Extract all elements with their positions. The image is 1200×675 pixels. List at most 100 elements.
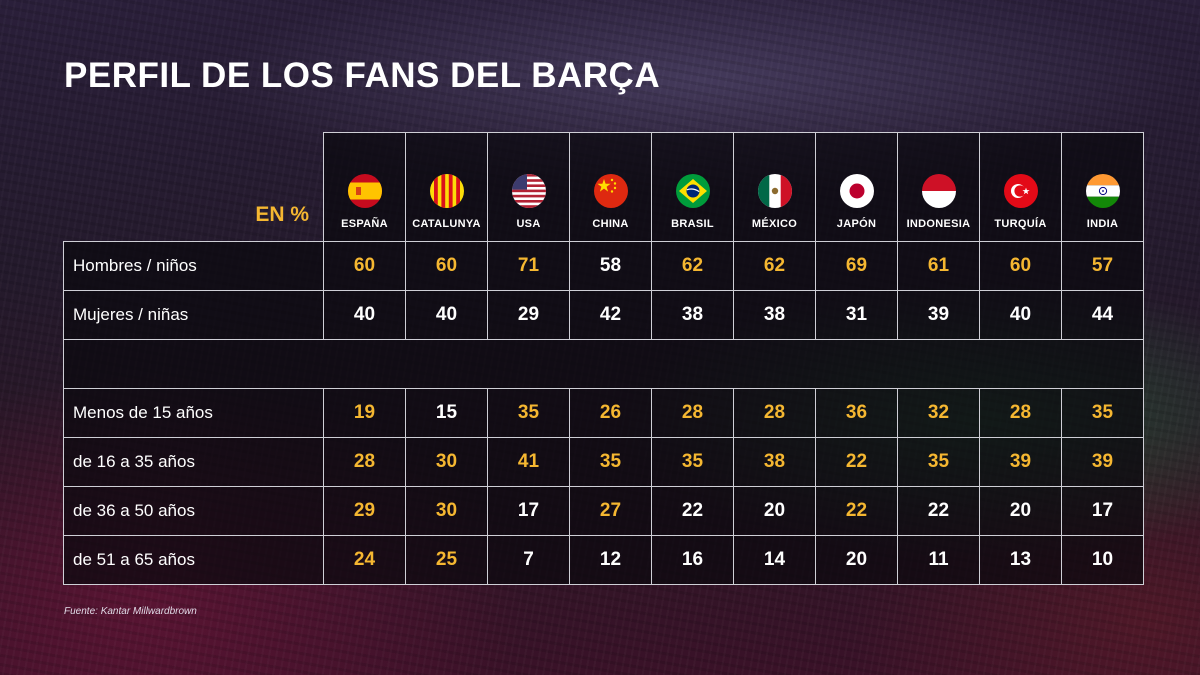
data-cell: 28 [733, 387, 816, 438]
data-cell: 13 [979, 534, 1062, 585]
data-cell: 29 [323, 485, 406, 536]
column-header-label: MÉXICO [751, 217, 798, 230]
spain-flag-icon [347, 173, 382, 208]
data-cell: 19 [323, 387, 406, 438]
data-cell: 22 [897, 485, 980, 536]
china-flag-icon [593, 173, 628, 208]
column-header-label: INDIA [1086, 217, 1119, 230]
data-cell: 20 [733, 485, 816, 536]
data-cell: 10 [1061, 534, 1144, 585]
data-cell: 57 [1061, 240, 1144, 291]
data-cell: 38 [651, 289, 734, 340]
data-cell: 28 [323, 436, 406, 487]
column-header: INDIA [1061, 132, 1144, 241]
data-cell: 32 [897, 387, 980, 438]
column-header: INDONESIA [897, 132, 980, 241]
table-body: Hombres / niños 60 60 71 58 62 62 69 61 60 57 Mujer… [63, 240, 1144, 585]
indonesia-flag-icon [921, 173, 956, 208]
row-label: Mujeres / niñas [63, 289, 324, 340]
row-label: Menos de 15 años [63, 387, 324, 438]
table-row: Mujeres / niñas 40 40 29 42 38 38 31 39 40 44 [63, 289, 1144, 340]
table-row: de 36 a 50 años 29 30 17 27 22 20 22 22 20 17 [63, 485, 1144, 536]
column-header-label: USA [516, 217, 541, 230]
data-cell: 40 [405, 289, 488, 340]
data-cell: 20 [815, 534, 898, 585]
data-cell: 35 [651, 436, 734, 487]
data-cell: 15 [405, 387, 488, 438]
column-header: CHINA [569, 132, 652, 241]
column-header-label: CHINA [592, 217, 629, 230]
mexico-flag-icon [757, 173, 792, 208]
column-header: BRASIL [651, 132, 734, 241]
data-cell: 30 [405, 436, 488, 487]
group-spacer-cell [63, 339, 1144, 388]
data-cell: 60 [979, 240, 1062, 291]
table-row: Menos de 15 años 19 15 35 26 28 28 36 32 28 35 [63, 387, 1144, 438]
data-cell: 39 [897, 289, 980, 340]
column-header-label: TURQUÍA [994, 217, 1047, 230]
data-cell: 12 [569, 534, 652, 585]
page-title: PERFIL DE LOS FANS DEL BARÇA [64, 56, 661, 95]
data-cell: 35 [569, 436, 652, 487]
data-cell: 35 [897, 436, 980, 487]
data-cell: 41 [487, 436, 570, 487]
data-cell: 22 [815, 436, 898, 487]
data-cell: 7 [487, 534, 570, 585]
data-cell: 27 [569, 485, 652, 536]
data-cell: 40 [323, 289, 406, 340]
table-row: Hombres / niños 60 60 71 58 62 62 69 61 60 57 [63, 240, 1144, 291]
usa-flag-icon [511, 173, 546, 208]
data-cell: 61 [897, 240, 980, 291]
column-header-label: INDONESIA [906, 217, 971, 230]
column-header: CATALUNYA [405, 132, 488, 241]
data-cell: 28 [979, 387, 1062, 438]
data-cell: 22 [815, 485, 898, 536]
data-cell: 39 [979, 436, 1062, 487]
turkey-flag-icon [1003, 173, 1038, 208]
row-label: de 16 a 35 años [63, 436, 324, 487]
data-cell: 17 [487, 485, 570, 536]
data-cell: 69 [815, 240, 898, 291]
catalonia-flag-icon [429, 173, 464, 208]
data-cell: 26 [569, 387, 652, 438]
column-header-label: CATALUNYA [412, 217, 481, 230]
column-header: USA [487, 132, 570, 241]
data-cell: 30 [405, 485, 488, 536]
row-label: de 36 a 50 años [63, 485, 324, 536]
data-cell: 28 [651, 387, 734, 438]
column-header-label: JAPÓN [836, 217, 877, 230]
fan-profile-table: EN % ESPAÑA CATALUNYA USA CHINA BRASIL MÉXICO… [63, 132, 1144, 585]
data-cell: 35 [487, 387, 570, 438]
data-cell: 62 [651, 240, 734, 291]
table-row: de 51 a 65 años 24 25 7 12 16 14 20 11 13 10 [63, 534, 1144, 585]
data-cell: 38 [733, 436, 816, 487]
data-cell: 25 [405, 534, 488, 585]
data-cell: 39 [1061, 436, 1144, 487]
data-cell: 35 [1061, 387, 1144, 438]
japan-flag-icon [839, 173, 874, 208]
data-cell: 22 [651, 485, 734, 536]
unit-label: EN % [255, 202, 309, 226]
row-label: Hombres / niños [63, 240, 324, 291]
data-cell: 60 [323, 240, 406, 291]
column-header: TURQUÍA [979, 132, 1062, 241]
data-cell: 36 [815, 387, 898, 438]
group-spacer-row [63, 339, 1144, 388]
data-cell: 24 [323, 534, 406, 585]
data-cell: 58 [569, 240, 652, 291]
data-cell: 31 [815, 289, 898, 340]
data-cell: 62 [733, 240, 816, 291]
india-flag-icon [1085, 173, 1120, 208]
data-cell: 71 [487, 240, 570, 291]
data-cell: 20 [979, 485, 1062, 536]
data-cell: 42 [569, 289, 652, 340]
data-cell: 44 [1061, 289, 1144, 340]
data-cell: 40 [979, 289, 1062, 340]
data-cell: 14 [733, 534, 816, 585]
header-row: EN % ESPAÑA CATALUNYA USA CHINA BRASIL MÉXICO… [64, 132, 1144, 241]
row-label: de 51 a 65 años [63, 534, 324, 585]
brazil-flag-icon [675, 173, 710, 208]
data-cell: 29 [487, 289, 570, 340]
data-cell: 38 [733, 289, 816, 340]
data-cell: 11 [897, 534, 980, 585]
